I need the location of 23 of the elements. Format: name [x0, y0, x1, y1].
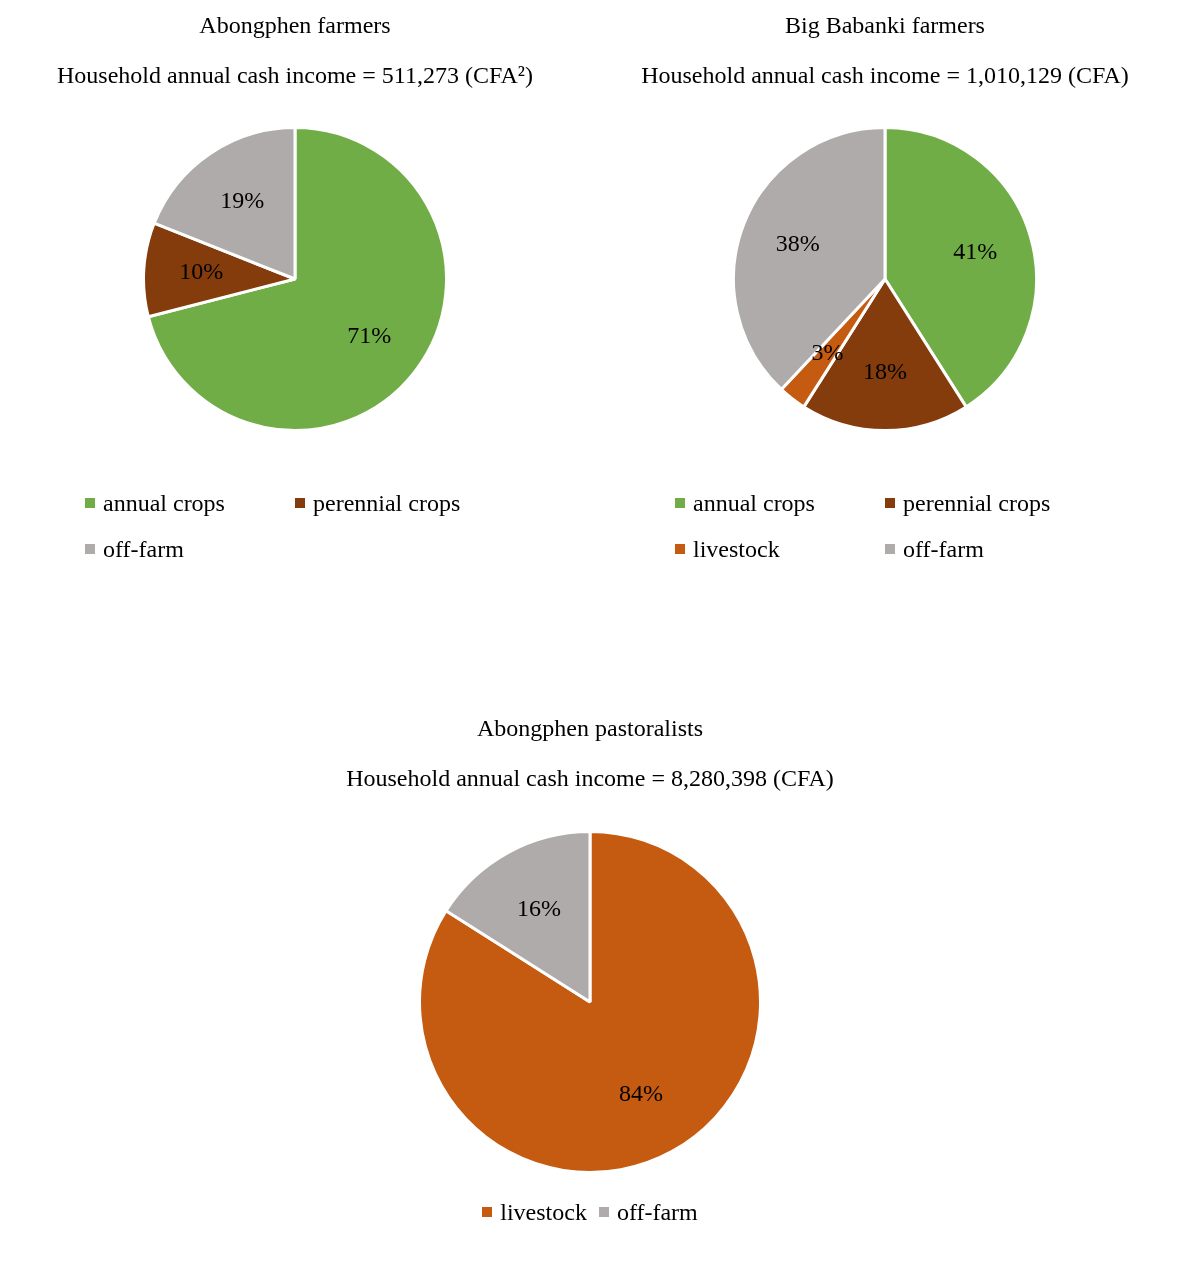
legend-label: off-farm	[103, 535, 184, 563]
legend-label: perennial crops	[313, 489, 461, 517]
data-label: 10%	[179, 258, 224, 285]
chart-subtitle: Household annual cash income = 1,010,129 (CFA)	[641, 61, 1129, 89]
chart-subtitle: Household annual cash income = 511,273 (CFA²)	[57, 61, 533, 89]
legend-label: annual crops	[103, 489, 225, 517]
legend-label: off-farm	[616, 1198, 698, 1226]
data-label: 38%	[775, 229, 820, 256]
legend-label: livestock	[500, 1198, 587, 1226]
legend-label: perennial crops	[903, 489, 1051, 517]
data-label: 18%	[863, 358, 907, 385]
data-label: 41%	[953, 238, 998, 265]
data-label: 71%	[347, 321, 392, 348]
chart-subtitle: Household annual cash income = 8,280,398 (CFA)	[346, 764, 834, 792]
legend-label: off-farm	[903, 535, 984, 563]
data-label: 84%	[618, 1079, 663, 1106]
chart-title: Big Babanki farmers	[785, 11, 985, 39]
legend-label: livestock	[693, 535, 780, 563]
legend-label: annual crops	[693, 489, 815, 517]
data-label: 19%	[220, 186, 265, 213]
chart-title: Abongphen farmers	[199, 11, 391, 39]
data-label: 16%	[517, 894, 562, 921]
chart-title: Abongphen pastoralists	[477, 714, 703, 742]
